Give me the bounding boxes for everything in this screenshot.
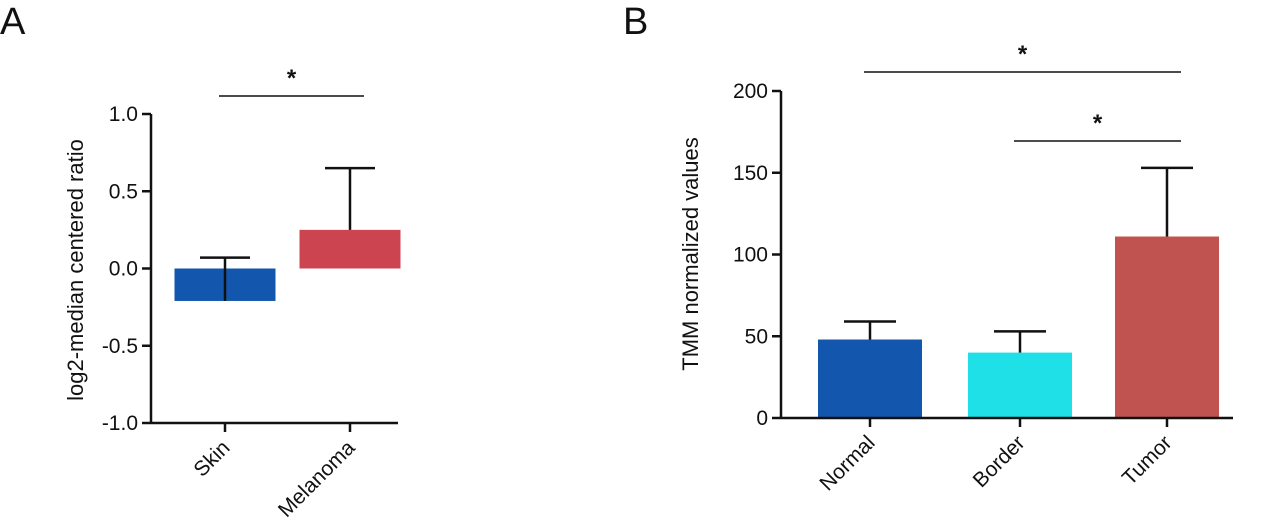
panel-a-significance-star: *: [287, 65, 297, 92]
panel-a: A log2-median centered ratio Skin Melanom…: [0, 1, 401, 522]
panel-b-y-tick-label: 0: [756, 407, 768, 430]
panel-b-category-label: Border: [969, 431, 1030, 492]
panel-a-y-tick-label: -0.5: [102, 335, 138, 358]
panel-b-y-tick-label: 200: [733, 80, 768, 103]
panel-b-category-label: Tumor: [1118, 431, 1177, 490]
panel-a-category-label: Skin: [189, 436, 234, 481]
panel-a-significance: *: [219, 65, 364, 97]
panel-a-y-axis-title: log2-median centered ratio: [63, 139, 88, 401]
panel-b-y-tick-label: 100: [733, 244, 768, 267]
panel-b: B TMM normalized values Normal Border Tumo…: [623, 1, 1233, 495]
panel-a-y-tick-label: 0.5: [109, 180, 138, 203]
panel-b-significance-star: *: [1093, 110, 1103, 137]
panel-a-y-tick-label: 0.0: [109, 258, 138, 281]
panel-a-y-tick-label: -1.0: [102, 412, 138, 435]
panel-b-y-axis-title: TMM normalized values: [678, 137, 703, 371]
panel-b-bar-border: [968, 352, 1072, 418]
panel-b-y-tick-label: 150: [733, 162, 768, 185]
panel-b-label: B: [623, 1, 648, 43]
panel-b-y-tick-label: 50: [745, 325, 768, 348]
panel-b-bars: [818, 166, 1219, 418]
panel-b-bar-tumor: [1115, 236, 1219, 418]
panel-a-category-label: Melanoma: [274, 436, 360, 522]
panel-b-bar-normal: [818, 339, 922, 418]
panel-b-significance: **: [864, 41, 1181, 142]
panel-a-bars: [174, 166, 401, 301]
panel-a-y-tick-label: 1.0: [109, 103, 138, 126]
panel-a-axes: Skin Melanoma 1.0 0.5 0.0 -0.5 -1.0: [102, 103, 398, 522]
panel-b-significance-star: *: [1018, 41, 1028, 68]
panel-a-label: A: [0, 1, 26, 43]
panel-a-bar-melanoma: [299, 229, 401, 269]
panel-b-category-label: Normal: [815, 431, 879, 495]
